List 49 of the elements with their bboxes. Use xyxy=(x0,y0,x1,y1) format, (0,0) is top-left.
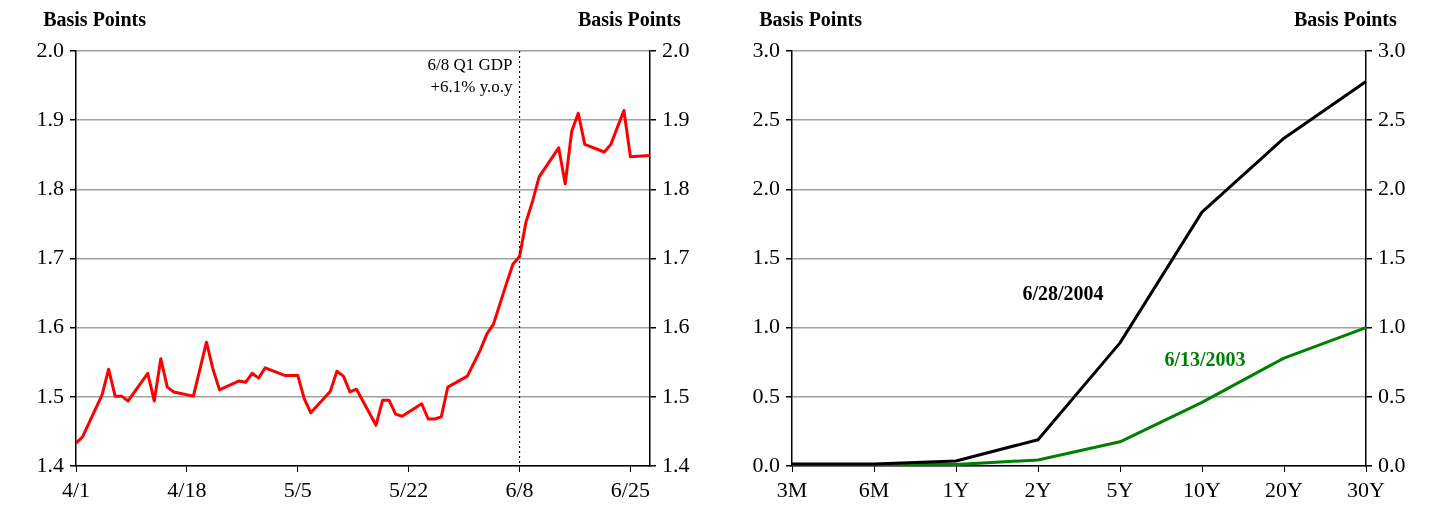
x-tick-label: 1Y xyxy=(942,476,970,502)
y-tick-label: 2.0 xyxy=(752,175,780,201)
y-tick-label: 1.5 xyxy=(752,244,780,270)
x-tick-label: 6M xyxy=(858,476,890,502)
y-tick-label: 2.0 xyxy=(36,36,64,62)
y-tick-label: 1.0 xyxy=(752,313,780,339)
y2-tick-label: 2.0 xyxy=(1378,175,1406,201)
y2-tick-label: 1.5 xyxy=(1378,244,1406,270)
y2-tick-label: 0.0 xyxy=(1378,451,1406,477)
y2-tick-label: 1.5 xyxy=(662,382,690,408)
y-tick-label: 0.0 xyxy=(752,451,780,477)
y2-axis-title: Basis Points xyxy=(1294,8,1398,31)
y-tick-label: 2.5 xyxy=(752,105,780,131)
y-axis-title: Basis Points xyxy=(759,8,863,31)
x-tick-label: 2Y xyxy=(1024,476,1052,502)
x-tick-label: 30Y xyxy=(1347,476,1386,502)
y2-axis-title: Basis Points xyxy=(578,8,682,31)
y-tick-label: 1.9 xyxy=(36,105,64,131)
y-tick-label: 3.0 xyxy=(752,36,780,62)
y2-tick-label: 1.8 xyxy=(662,175,690,201)
y-tick-label: 1.6 xyxy=(36,313,64,339)
series-label: 6/28/2004 xyxy=(1022,282,1104,305)
x-tick-label: 4/18 xyxy=(167,476,207,502)
x-tick-label: 6/8 xyxy=(505,476,534,502)
y2-tick-label: 2.0 xyxy=(662,36,690,62)
y2-tick-label: 0.5 xyxy=(1378,382,1406,408)
y2-tick-label: 3.0 xyxy=(1378,36,1406,62)
x-tick-label: 5/22 xyxy=(389,476,429,502)
y2-tick-label: 2.5 xyxy=(1378,105,1406,131)
y-tick-label: 0.5 xyxy=(752,382,780,408)
x-tick-label: 5Y xyxy=(1106,476,1134,502)
x-tick-label: 20Y xyxy=(1265,476,1304,502)
y-tick-label: 1.5 xyxy=(36,382,64,408)
y-axis-title: Basis Points xyxy=(43,8,147,31)
x-tick-label: 4/1 xyxy=(61,476,91,502)
x-tick-label: 3M xyxy=(776,476,808,502)
y-tick-label: 1.7 xyxy=(36,244,64,270)
y2-tick-label: 1.6 xyxy=(662,313,690,339)
y2-tick-label: 1.4 xyxy=(662,451,690,477)
y2-tick-label: 1.7 xyxy=(662,244,690,270)
y-tick-label: 1.4 xyxy=(36,451,64,477)
x-tick-label: 10Y xyxy=(1183,476,1222,502)
ref-line-label: 6/8 Q1 GDP +6.1% y.o.y xyxy=(427,54,514,96)
y2-tick-label: 1.9 xyxy=(662,105,690,131)
x-tick-label: 6/25 xyxy=(610,476,650,502)
y-tick-label: 1.8 xyxy=(36,175,64,201)
y2-tick-label: 1.0 xyxy=(1378,313,1406,339)
x-tick-label: 5/5 xyxy=(283,476,312,502)
series-label: 6/13/2003 xyxy=(1164,347,1246,370)
